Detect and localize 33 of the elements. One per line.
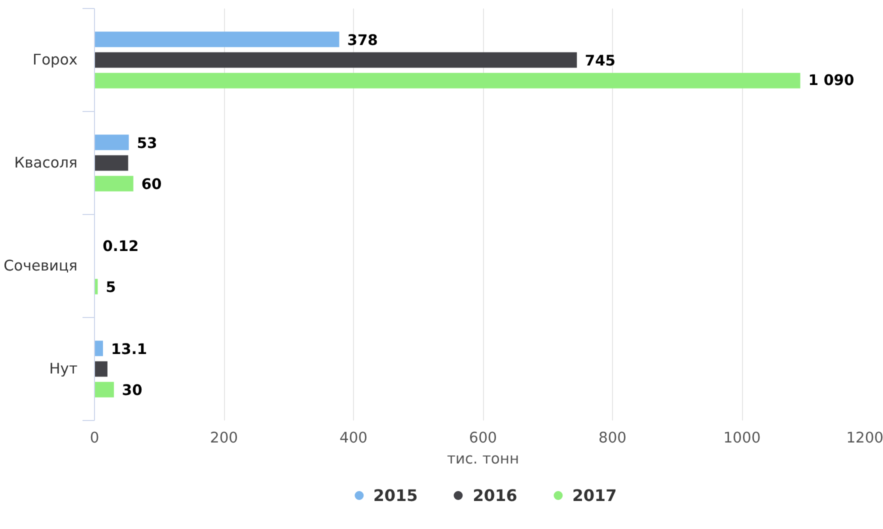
bar [94,52,577,68]
legend-label: 2017 [572,486,617,504]
x-tick-label: 800 [598,430,626,446]
data-label: 60 [141,176,162,194]
data-label: 1 090 [808,72,854,90]
bar [94,72,800,88]
x-tick-label: 400 [340,430,368,446]
data-label: 0.12 [102,238,139,255]
bar [94,176,134,192]
data-label: 30 [122,382,142,400]
y-tick-label: Нут [49,360,78,378]
data-label: 745 [584,52,616,70]
legend-label: 2016 [472,486,518,504]
x-tick-label: 1000 [723,430,761,446]
y-tick-label: Сочевиця [4,258,78,274]
bar [94,382,114,398]
y-tick-label: Горох [32,52,78,68]
x-tick-label: 600 [469,430,497,446]
x-tick-label: 1200 [846,430,883,446]
legend-label: 2015 [373,486,418,504]
x-axis-title: тис. тонн [446,450,520,468]
data-label: 53 [136,134,158,152]
bar [94,134,129,150]
bar [94,32,340,48]
data-label: 378 [347,32,378,49]
x-tick-label: 200 [210,430,238,446]
data-label: 5 [106,279,116,296]
x-tick-label: 0 [90,430,100,446]
bar [94,155,128,171]
y-tick-label: Квасоля [14,154,78,172]
bar [94,340,103,356]
data-label: 13.1 [110,340,148,358]
bar [94,361,108,377]
